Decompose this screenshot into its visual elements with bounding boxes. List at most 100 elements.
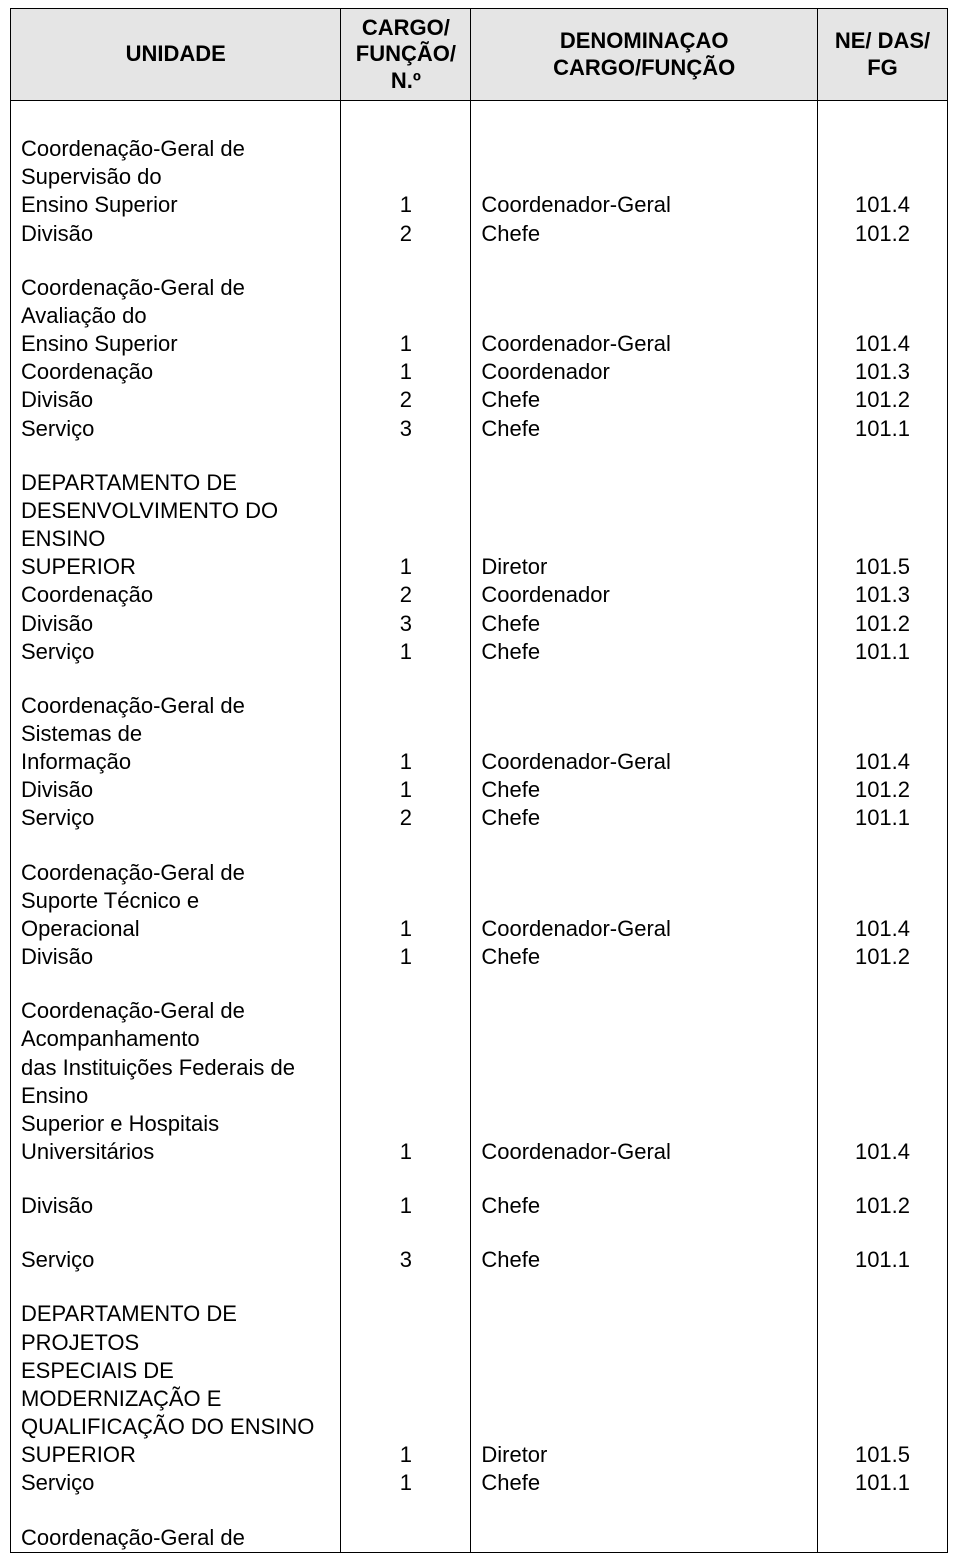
cell-unidade: DEPARTAMENTO DE <box>11 1300 341 1328</box>
cell-numero <box>341 887 471 915</box>
cell-unidade: Divisão <box>11 1192 341 1220</box>
cell-unidade <box>11 101 341 136</box>
cell-unidade: Suporte Técnico e <box>11 887 341 915</box>
cell-denominacao: Chefe <box>471 1469 818 1497</box>
cell-denominacao <box>471 1413 818 1441</box>
cell-codigo <box>817 666 947 692</box>
cell-codigo <box>817 1524 947 1553</box>
cell-codigo <box>817 1110 947 1138</box>
cell-denominacao <box>471 302 818 330</box>
cell-codigo: 101.3 <box>817 358 947 386</box>
cell-numero: 1 <box>341 638 471 666</box>
cell-unidade: Divisão <box>11 943 341 971</box>
cell-denominacao: Diretor <box>471 1441 818 1469</box>
cell-numero <box>341 1220 471 1246</box>
cell-numero: 2 <box>341 220 471 248</box>
table-row: Divisão1Chefe101.2 <box>11 1192 948 1220</box>
cell-codigo <box>817 1220 947 1246</box>
cell-codigo: 101.1 <box>817 638 947 666</box>
header-ne-das-fg: NE/ DAS/FG <box>817 9 947 101</box>
cell-denominacao <box>471 135 818 163</box>
cell-codigo: 101.5 <box>817 553 947 581</box>
cell-codigo <box>817 692 947 720</box>
cell-denominacao <box>471 248 818 274</box>
cell-denominacao <box>471 1054 818 1082</box>
cell-codigo <box>817 1274 947 1300</box>
cell-unidade: Acompanhamento <box>11 1025 341 1053</box>
table-row: Divisão1Chefe101.2 <box>11 776 948 804</box>
cell-numero <box>341 1300 471 1328</box>
table-row <box>11 666 948 692</box>
cell-denominacao <box>471 997 818 1025</box>
cell-codigo: 101.5 <box>817 1441 947 1469</box>
cell-denominacao <box>471 1300 818 1328</box>
cell-numero <box>341 135 471 163</box>
cell-codigo <box>817 135 947 163</box>
cell-unidade: DEPARTAMENTO DE <box>11 469 341 497</box>
cell-unidade: Coordenação-Geral de <box>11 692 341 720</box>
cell-unidade: DESENVOLVIMENTO DO <box>11 497 341 525</box>
cell-numero <box>341 1082 471 1110</box>
cell-denominacao: Coordenador <box>471 581 818 609</box>
cell-unidade: Coordenação-Geral de <box>11 997 341 1025</box>
cell-unidade: Divisão <box>11 610 341 638</box>
cell-numero <box>341 1166 471 1192</box>
cell-unidade: Ensino Superior <box>11 330 341 358</box>
table-row: Divisão2Chefe101.2 <box>11 386 948 414</box>
cell-codigo <box>817 1166 947 1192</box>
cell-denominacao <box>471 1220 818 1246</box>
cell-denominacao: Chefe <box>471 776 818 804</box>
cell-codigo <box>817 833 947 859</box>
cell-numero <box>341 525 471 553</box>
cell-numero <box>341 248 471 274</box>
cell-denominacao <box>471 720 818 748</box>
cell-denominacao <box>471 692 818 720</box>
table-row: SUPERIOR1Diretor101.5 <box>11 1441 948 1469</box>
table-row: Coordenação-Geral de <box>11 1524 948 1553</box>
cell-codigo <box>817 1082 947 1110</box>
table-body: Coordenação-Geral deSupervisão doEnsino … <box>11 101 948 1553</box>
cell-numero: 1 <box>341 1469 471 1497</box>
table-row: ENSINO <box>11 525 948 553</box>
cell-denominacao <box>471 1385 818 1413</box>
cell-unidade: Avaliação do <box>11 302 341 330</box>
cell-codigo: 101.4 <box>817 915 947 943</box>
cell-denominacao: Chefe <box>471 1246 818 1274</box>
cell-numero <box>341 302 471 330</box>
cell-denominacao <box>471 469 818 497</box>
cell-numero <box>341 692 471 720</box>
cell-unidade: PROJETOS <box>11 1329 341 1357</box>
cell-numero: 1 <box>341 748 471 776</box>
table-row <box>11 1274 948 1300</box>
cell-numero <box>341 1498 471 1524</box>
cell-unidade: Coordenação-Geral de <box>11 274 341 302</box>
cell-unidade: Ensino <box>11 1082 341 1110</box>
cell-codigo: 101.4 <box>817 1138 947 1166</box>
cell-denominacao <box>471 833 818 859</box>
table-row: Divisão3Chefe101.2 <box>11 610 948 638</box>
cell-denominacao: Diretor <box>471 553 818 581</box>
table-row: Serviço1Chefe101.1 <box>11 638 948 666</box>
cell-numero: 2 <box>341 804 471 832</box>
table-row: SUPERIOR1Diretor101.5 <box>11 553 948 581</box>
cell-numero <box>341 1357 471 1385</box>
cell-numero <box>341 1274 471 1300</box>
cell-unidade: ESPECIAIS DE <box>11 1357 341 1385</box>
cell-numero <box>341 997 471 1025</box>
cell-numero: 1 <box>341 330 471 358</box>
cell-numero: 3 <box>341 610 471 638</box>
cell-unidade: Divisão <box>11 220 341 248</box>
cell-numero <box>341 497 471 525</box>
cell-numero <box>341 1385 471 1413</box>
table-row: Universitários1Coordenador-Geral101.4 <box>11 1138 948 1166</box>
table-row <box>11 1498 948 1524</box>
cell-unidade: Serviço <box>11 1469 341 1497</box>
cell-denominacao <box>471 525 818 553</box>
cell-denominacao <box>471 1110 818 1138</box>
cell-codigo: 101.2 <box>817 1192 947 1220</box>
cell-codigo <box>817 1025 947 1053</box>
table-row: Sistemas de <box>11 720 948 748</box>
table-row: QUALIFICAÇÃO DO ENSINO <box>11 1413 948 1441</box>
cell-numero: 2 <box>341 386 471 414</box>
cell-codigo <box>817 1329 947 1357</box>
